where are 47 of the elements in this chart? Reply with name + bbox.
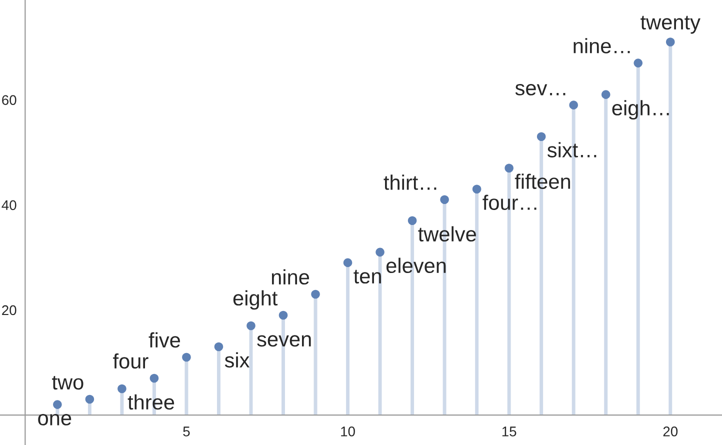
point (376, 248, 384, 257)
annotation: eight (233, 290, 278, 310)
x-tick-label: 5 (183, 426, 190, 436)
point (408, 216, 417, 226)
annotation: eigh… (612, 100, 669, 120)
point (214, 342, 224, 352)
point (472, 184, 482, 194)
point (53, 400, 62, 409)
annotation: eleven (386, 258, 446, 274)
point (666, 38, 675, 46)
point (311, 290, 320, 299)
annotation: nine… (574, 38, 630, 54)
point (601, 90, 610, 99)
annotation: twelve (418, 226, 476, 242)
x-tick-label: 15 (502, 426, 516, 436)
annotation: four (113, 353, 148, 369)
annotation: six (224, 352, 250, 368)
x-tick-label: 20 (663, 426, 678, 436)
annotation: nine (272, 269, 310, 285)
x-tick-label: 10 (341, 426, 355, 436)
annotation: sev… (515, 84, 566, 96)
annotation: two (52, 376, 84, 390)
annotation: ten (354, 270, 381, 284)
y-tick-label: 40 (2, 200, 16, 210)
annotation: twenty (640, 16, 700, 34)
y-tick-label: 20 (2, 305, 16, 316)
point (278, 310, 288, 320)
point (182, 352, 191, 362)
point (536, 132, 546, 141)
annotation: fifteen (514, 174, 570, 189)
annotation: thirt… (384, 174, 436, 190)
point (343, 258, 352, 268)
point (150, 374, 159, 383)
annotation: five (148, 332, 180, 348)
annotation: sixt… (547, 142, 596, 158)
point (440, 195, 449, 204)
point (569, 100, 578, 110)
annotation: four… (482, 194, 536, 210)
annotation: one (38, 414, 72, 426)
y-tick-label: 60 (2, 95, 16, 105)
point (85, 394, 94, 404)
annotation: three (128, 394, 174, 410)
point (634, 58, 643, 68)
annotation: seven (257, 335, 311, 347)
point (118, 384, 126, 394)
point (246, 321, 256, 330)
point (504, 164, 514, 173)
